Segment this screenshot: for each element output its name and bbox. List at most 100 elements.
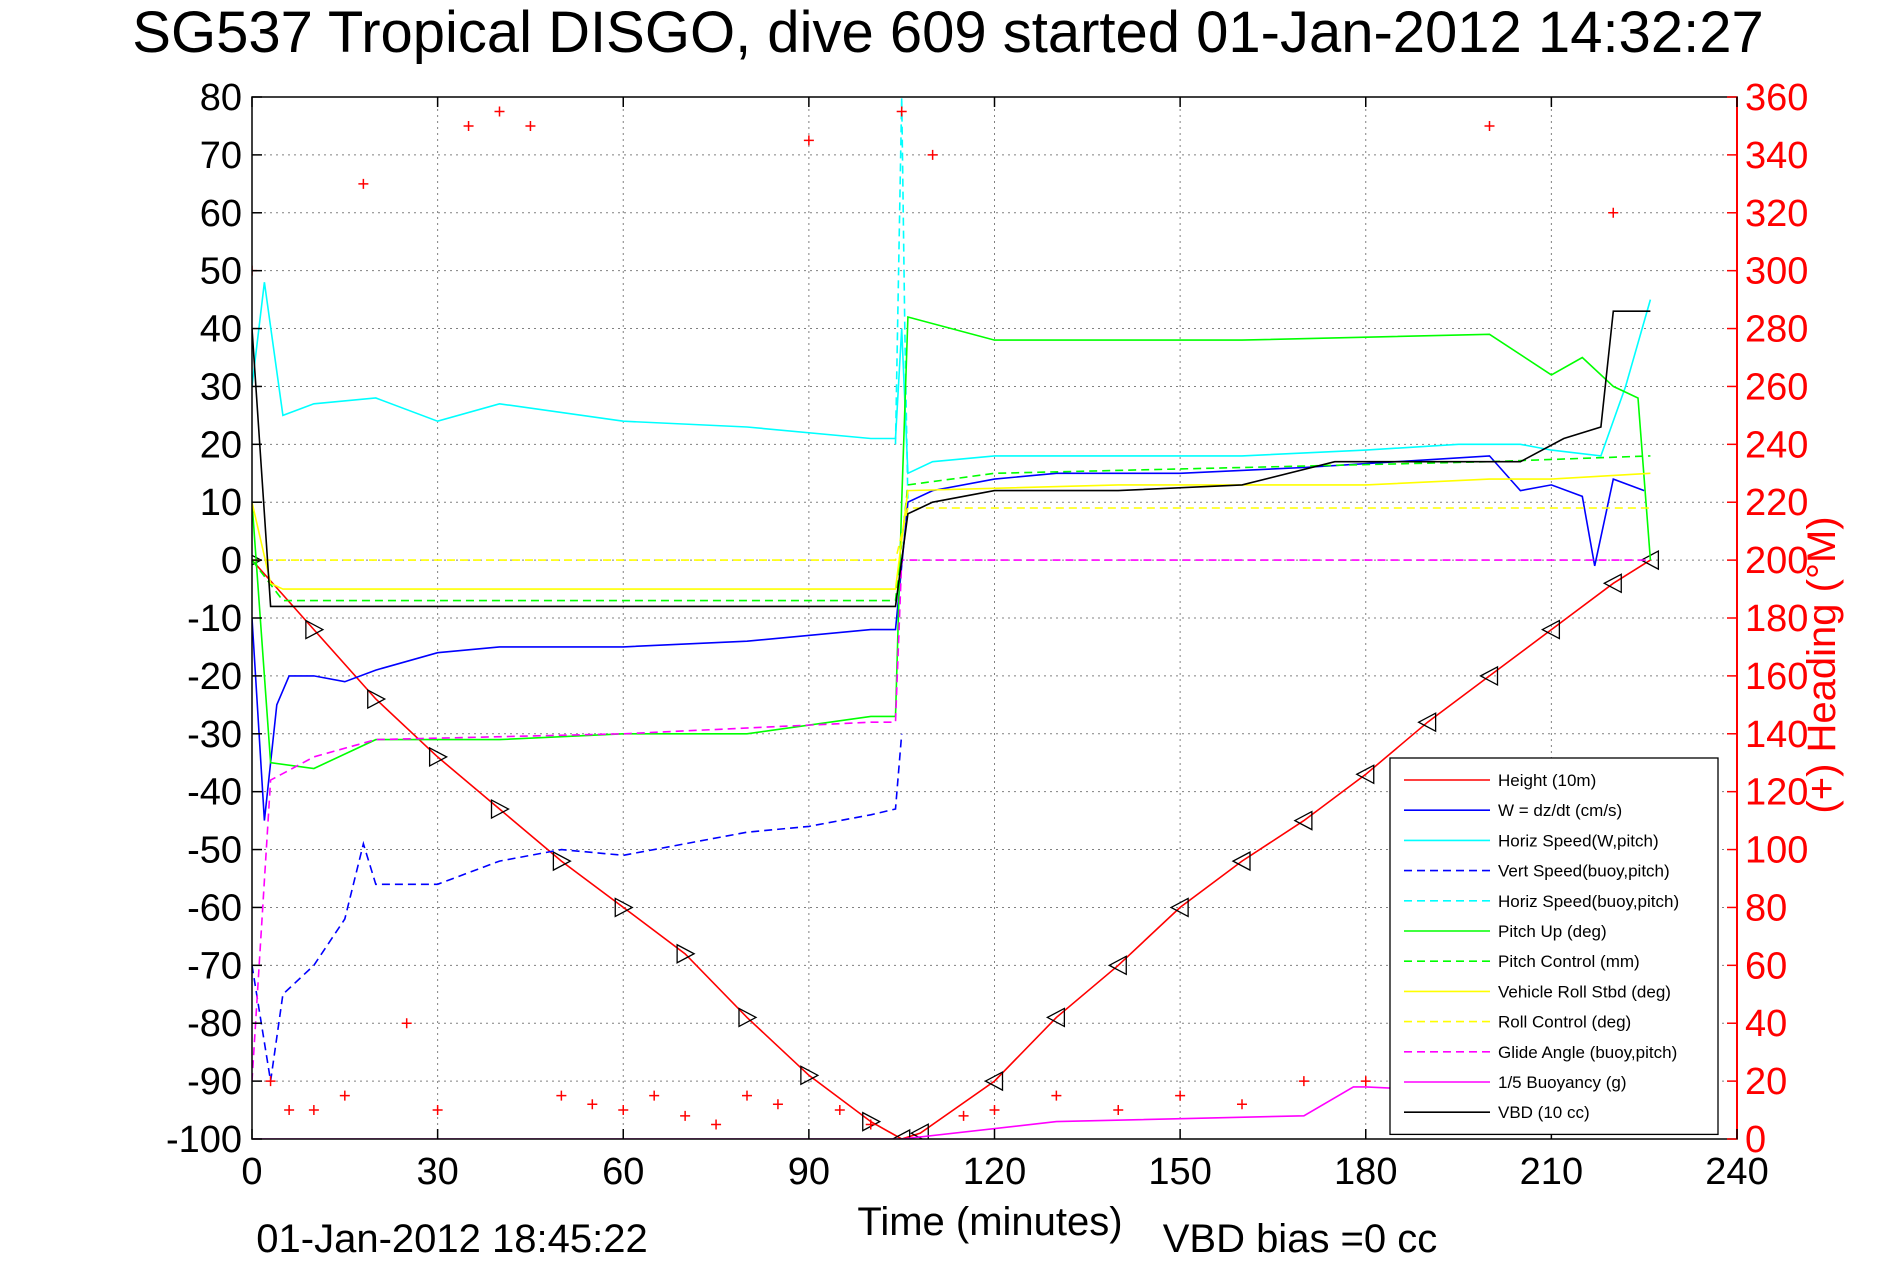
x-tick-label: 150 bbox=[1148, 1151, 1211, 1193]
left-axis: 80 70 60 50 40 30 20 10 0 -10 -20 -30 -40 -50 -60 -70 -8… bbox=[166, 77, 262, 1161]
y2-tick-label: 180 bbox=[1745, 598, 1808, 640]
heading-marker bbox=[1237, 1099, 1247, 1110]
heading-marker bbox=[401, 1018, 412, 1029]
height-marker bbox=[1417, 712, 1437, 733]
y-tick-label: 60 bbox=[200, 193, 242, 235]
heading-marker bbox=[525, 120, 536, 131]
x-tick-label: 210 bbox=[1520, 1151, 1583, 1193]
y-tick-label: 0 bbox=[221, 540, 242, 582]
y-tick-label: -80 bbox=[187, 1003, 242, 1045]
heading-marker bbox=[265, 1076, 276, 1087]
heading-marker bbox=[1175, 1090, 1186, 1101]
height-marker bbox=[1293, 810, 1313, 831]
height-marker bbox=[1602, 573, 1622, 594]
y2-tick-label: 240 bbox=[1745, 424, 1808, 466]
series-glide-angle-buoy-pitch bbox=[252, 559, 1651, 1082]
height-marker bbox=[891, 1128, 911, 1139]
heading-marker bbox=[1484, 120, 1495, 131]
heading-marker bbox=[958, 1110, 969, 1121]
x-tick-label: 240 bbox=[1705, 1151, 1768, 1193]
y2-tick-label: 300 bbox=[1745, 251, 1808, 293]
heading-marker bbox=[556, 1090, 567, 1101]
heading-marker bbox=[1608, 207, 1619, 218]
heading-marker bbox=[618, 1105, 629, 1116]
height-marker bbox=[1355, 764, 1375, 785]
footer-timestamp: 01-Jan-2012 18:45:22 bbox=[256, 1217, 647, 1261]
y-tick-label: 50 bbox=[200, 251, 242, 293]
legend-label: Roll Control (deg) bbox=[1498, 1013, 1631, 1032]
right-axis-label: (+) Heading (°M) bbox=[1800, 516, 1844, 813]
y-tick-label: 20 bbox=[200, 424, 242, 466]
heading-marker bbox=[1360, 1076, 1371, 1087]
heading-marker bbox=[587, 1099, 598, 1110]
legend-box bbox=[1389, 757, 1719, 1136]
height-marker bbox=[676, 943, 696, 964]
height-marker bbox=[800, 1065, 820, 1086]
heading-marker bbox=[742, 1090, 752, 1101]
legend-label: W = dz/dt (cm/s) bbox=[1498, 801, 1622, 820]
height-marker bbox=[367, 688, 387, 710]
y-tick-label: -40 bbox=[187, 772, 242, 814]
y2-tick-label: 360 bbox=[1745, 77, 1808, 119]
height-marker bbox=[428, 746, 449, 768]
y-tick-label: -20 bbox=[187, 656, 242, 698]
legend-label: 1/5 Buoyancy (g) bbox=[1498, 1073, 1627, 1092]
y-tick-label: 70 bbox=[200, 135, 242, 177]
heading-marker bbox=[711, 1119, 722, 1130]
heading-marker bbox=[865, 1119, 876, 1130]
heading-marker bbox=[1113, 1105, 1124, 1116]
height-marker bbox=[1479, 665, 1499, 686]
legend: Height (10m) W = dz/dt (cm/s) Horiz Speed(… bbox=[1389, 757, 1719, 1136]
series-pitch-up-deg bbox=[252, 315, 1652, 770]
series-vbd-10-cc bbox=[252, 310, 1651, 608]
y-tick-label: -90 bbox=[187, 1061, 242, 1103]
y2-tick-label: 60 bbox=[1745, 945, 1787, 987]
heading-marker bbox=[927, 149, 938, 160]
heading-marker bbox=[308, 1105, 319, 1116]
y-tick-label: 10 bbox=[200, 482, 242, 524]
legend-label: Vert Speed(buoy,pitch) bbox=[1498, 862, 1670, 881]
heading-marker bbox=[772, 1099, 783, 1110]
chart-title: SG537 Tropical DISGO, dive 609 started 0… bbox=[132, 0, 1763, 65]
heading-marker bbox=[680, 1110, 691, 1121]
height-marker bbox=[552, 851, 572, 872]
series-height-10m bbox=[252, 559, 1651, 1139]
y-tick-label: -10 bbox=[187, 598, 242, 640]
x-axis: 0 30 60 90 120 150 180 210 240 bbox=[241, 97, 1769, 1193]
heading-marker bbox=[1298, 1076, 1309, 1087]
legend-label: Glide Angle (buoy,pitch) bbox=[1498, 1043, 1677, 1062]
y-tick-label: 80 bbox=[200, 77, 242, 119]
y2-tick-label: 80 bbox=[1745, 887, 1787, 929]
series-vehicle-roll-stbd-deg bbox=[252, 472, 1651, 590]
y-tick-label: -50 bbox=[187, 830, 242, 872]
height-marker bbox=[984, 1071, 1004, 1092]
heading-marker bbox=[1051, 1090, 1062, 1101]
x-tick-label: 120 bbox=[963, 1151, 1026, 1193]
height-marker bbox=[305, 619, 325, 640]
legend-label: VBD (10 cc) bbox=[1498, 1103, 1590, 1122]
x-tick-label: 60 bbox=[602, 1151, 644, 1193]
x-axis-label: Time (minutes) bbox=[857, 1200, 1122, 1244]
y-tick-label: 30 bbox=[200, 366, 242, 408]
heading-marker bbox=[989, 1105, 1000, 1116]
height-marker bbox=[1540, 619, 1561, 640]
heading-marker bbox=[339, 1090, 350, 1101]
footer-vbd-bias: VBD bias =0 cc bbox=[1163, 1217, 1438, 1261]
y2-tick-label: 100 bbox=[1745, 830, 1808, 872]
heading-marker bbox=[284, 1105, 295, 1116]
y-tick-label: -60 bbox=[187, 887, 242, 929]
height-marker bbox=[1045, 1007, 1066, 1028]
heading-marker bbox=[358, 178, 369, 189]
y2-tick-label: 20 bbox=[1745, 1061, 1787, 1103]
x-tick-label: 0 bbox=[241, 1151, 262, 1193]
y2-tick-label: 0 bbox=[1745, 1119, 1766, 1161]
heading-marker bbox=[463, 120, 474, 131]
y2-tick-label: 160 bbox=[1745, 656, 1808, 698]
heading-marker bbox=[494, 106, 505, 117]
x-tick-label: 30 bbox=[416, 1151, 458, 1193]
right-axis: 3603403203002802602402202001801601401201… bbox=[1727, 77, 1808, 1161]
y2-tick-label: 140 bbox=[1745, 714, 1808, 756]
legend-label: Pitch Control (mm) bbox=[1498, 952, 1640, 971]
legend-label: Vehicle Roll Stbd (deg) bbox=[1498, 982, 1671, 1001]
